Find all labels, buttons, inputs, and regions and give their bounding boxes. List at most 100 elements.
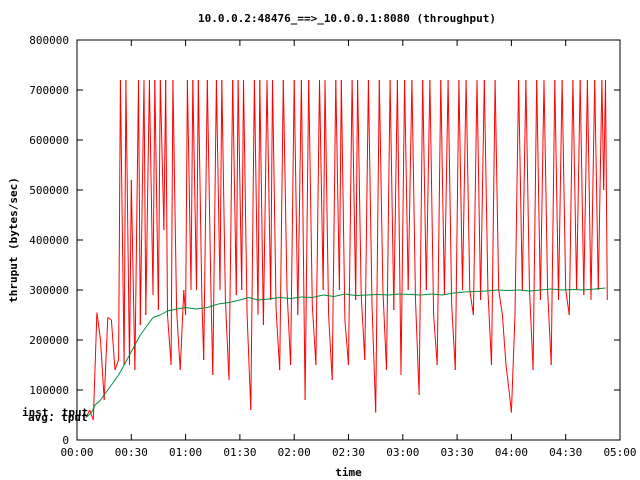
- series-segment: [453, 291, 465, 294]
- series-segment: [494, 79, 500, 291]
- series-segment: [367, 79, 373, 306]
- series-segment: [469, 289, 474, 316]
- series-segment: [411, 79, 416, 301]
- series-segment: [103, 317, 109, 401]
- series-segment: [85, 409, 91, 418]
- y-tick-label: 0: [62, 434, 69, 447]
- series-segment: [324, 79, 330, 316]
- series-segment: [536, 79, 541, 301]
- series-segment: [594, 287, 606, 290]
- x-tick-label: 01:00: [169, 446, 202, 459]
- series-segment: [190, 79, 194, 291]
- series-segment: [323, 294, 335, 297]
- series-segment: [498, 289, 503, 316]
- y-tick-label: 800000: [29, 34, 69, 47]
- series-segment: [514, 79, 520, 316]
- series-segment: [583, 288, 595, 291]
- series-segment: [389, 79, 395, 311]
- series-segment: [250, 79, 255, 411]
- series-segment: [433, 314, 438, 366]
- series-segment: [462, 79, 467, 291]
- series-segment: [129, 179, 132, 366]
- series-segment: [551, 288, 563, 291]
- series-segment: [197, 79, 203, 301]
- series-segment: [139, 79, 145, 326]
- y-tick-label: 400000: [29, 234, 69, 247]
- series-segment: [586, 79, 592, 301]
- series-segment: [472, 79, 478, 316]
- series-segment: [454, 79, 460, 371]
- series-segment: [92, 312, 98, 421]
- series-segment: [396, 79, 402, 376]
- series-segment: [215, 79, 221, 291]
- series-segment: [475, 290, 487, 292]
- series-segment: [279, 79, 284, 371]
- series-segment: [507, 289, 519, 291]
- series-segment: [496, 289, 508, 291]
- series-segment: [360, 294, 366, 361]
- series-segment: [510, 314, 516, 413]
- series-segment: [94, 399, 101, 406]
- series-segment: [172, 79, 178, 311]
- x-tick-label: 04:30: [549, 446, 582, 459]
- series-segment: [206, 79, 212, 291]
- series-segment: [125, 79, 130, 366]
- series-segment: [312, 294, 324, 298]
- series-segment: [262, 79, 268, 326]
- y-tick-label: 500000: [29, 184, 69, 197]
- series-segment: [554, 79, 559, 301]
- legend-item-avg-tput: avg. tput: [28, 411, 88, 424]
- series-segment: [505, 364, 511, 396]
- series-segment: [355, 294, 367, 296]
- series-segment: [594, 79, 599, 291]
- series-segment: [366, 294, 378, 296]
- chart-title: 10.0.0.2:48476_==>_10.0.0.1:8080 (throug…: [198, 12, 496, 25]
- series-segment: [259, 79, 264, 326]
- series-segment: [550, 79, 556, 366]
- series-segment: [404, 79, 409, 291]
- series-segment: [328, 314, 333, 381]
- series-segment: [134, 334, 141, 346]
- series-segment: [355, 79, 359, 301]
- series-segment: [375, 79, 380, 413]
- x-tick-label: 05:00: [603, 446, 636, 459]
- series-segment: [165, 79, 168, 316]
- series-segment: [139, 327, 147, 336]
- x-tick-label: 02:00: [278, 446, 311, 459]
- series-segment: [418, 79, 424, 396]
- series-segment: [518, 289, 530, 292]
- series-segment: [521, 79, 527, 291]
- series-segment: [243, 79, 248, 316]
- series-segment: [96, 312, 101, 341]
- x-axis: 00:00 00:30 01:00 01:30 02:00 02:30 03:00 03:30…: [60, 40, 637, 459]
- series-segment: [196, 307, 208, 310]
- series-segment: [232, 79, 237, 296]
- series-segment: [576, 79, 581, 291]
- series-segment: [167, 308, 177, 312]
- series-segment: [275, 309, 281, 371]
- series-segment: [300, 79, 306, 401]
- series-segment: [257, 298, 269, 301]
- series-segment: [253, 79, 259, 316]
- series-segment: [186, 79, 192, 291]
- series-segment: [85, 412, 92, 418]
- series-segment: [561, 79, 567, 291]
- series-segment: [371, 304, 377, 413]
- x-axis-label: time: [335, 466, 362, 479]
- series-segment: [344, 319, 349, 366]
- series-segment: [491, 79, 496, 366]
- series-segment: [239, 297, 250, 301]
- series-segment: [431, 293, 443, 296]
- series-segment: [228, 79, 234, 381]
- y-tick-label: 600000: [29, 134, 69, 147]
- series-segment: [340, 79, 346, 321]
- series-segment: [529, 289, 541, 292]
- series-segment: [228, 299, 241, 303]
- series-segment: [451, 304, 456, 371]
- series-segment: [279, 297, 291, 299]
- series-segment: [100, 339, 105, 401]
- series-segment: [290, 79, 295, 366]
- series-segment: [540, 288, 552, 291]
- series-segment: [476, 79, 482, 301]
